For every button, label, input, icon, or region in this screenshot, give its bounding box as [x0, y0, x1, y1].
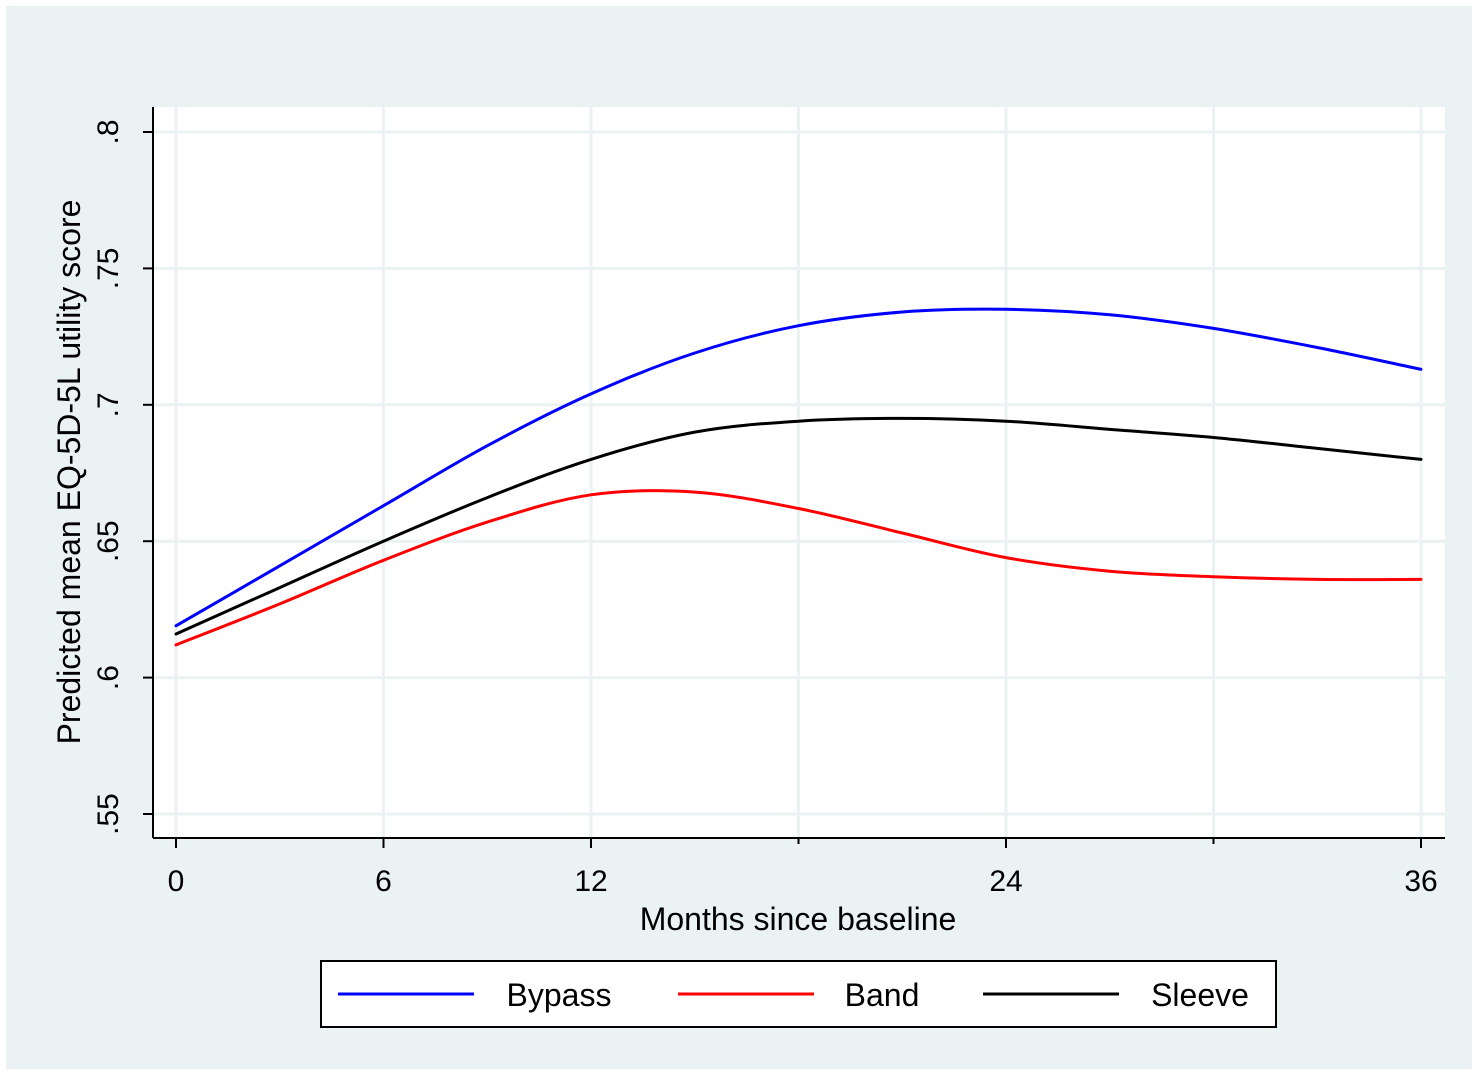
- gridlines: [153, 107, 1445, 838]
- y-tick-label: .8: [92, 119, 125, 144]
- legend-label-band: Band: [845, 977, 920, 1013]
- x-tick-label: 36: [1404, 865, 1437, 898]
- x-axis-title: Months since baseline: [640, 901, 957, 937]
- x-tick-label: 6: [375, 865, 392, 898]
- y-tick-label: .6: [92, 665, 125, 690]
- series-line-bypass: [174, 307, 1423, 628]
- legend-item-band: Band: [678, 977, 919, 1013]
- tick-labels: .55 .6 .65 .7 .75 .8 0 6 12 24 36: [92, 119, 1438, 898]
- y-tick-label: .75: [92, 248, 125, 290]
- legend: Bypass Band Sleeve: [320, 960, 1277, 1028]
- legend-label-sleeve: Sleeve: [1151, 977, 1249, 1013]
- x-tick-label: 24: [989, 865, 1022, 898]
- y-tick-label: .7: [92, 392, 125, 417]
- y-tick-label: .65: [92, 520, 125, 562]
- y-tick-label: .55: [92, 793, 125, 835]
- series-line-band: [174, 489, 1423, 647]
- x-tick-label: 0: [168, 865, 185, 898]
- legend-item-sleeve: Sleeve: [983, 977, 1249, 1013]
- x-tick-label: 12: [574, 865, 607, 898]
- series-line-sleeve: [174, 416, 1423, 636]
- y-axis-title: Predicted mean EQ-5D-5L utility score: [51, 200, 87, 745]
- legend-label-bypass: Bypass: [507, 977, 612, 1013]
- axes: [143, 107, 1445, 848]
- series-lines: [174, 307, 1423, 647]
- legend-item-bypass: Bypass: [338, 977, 611, 1013]
